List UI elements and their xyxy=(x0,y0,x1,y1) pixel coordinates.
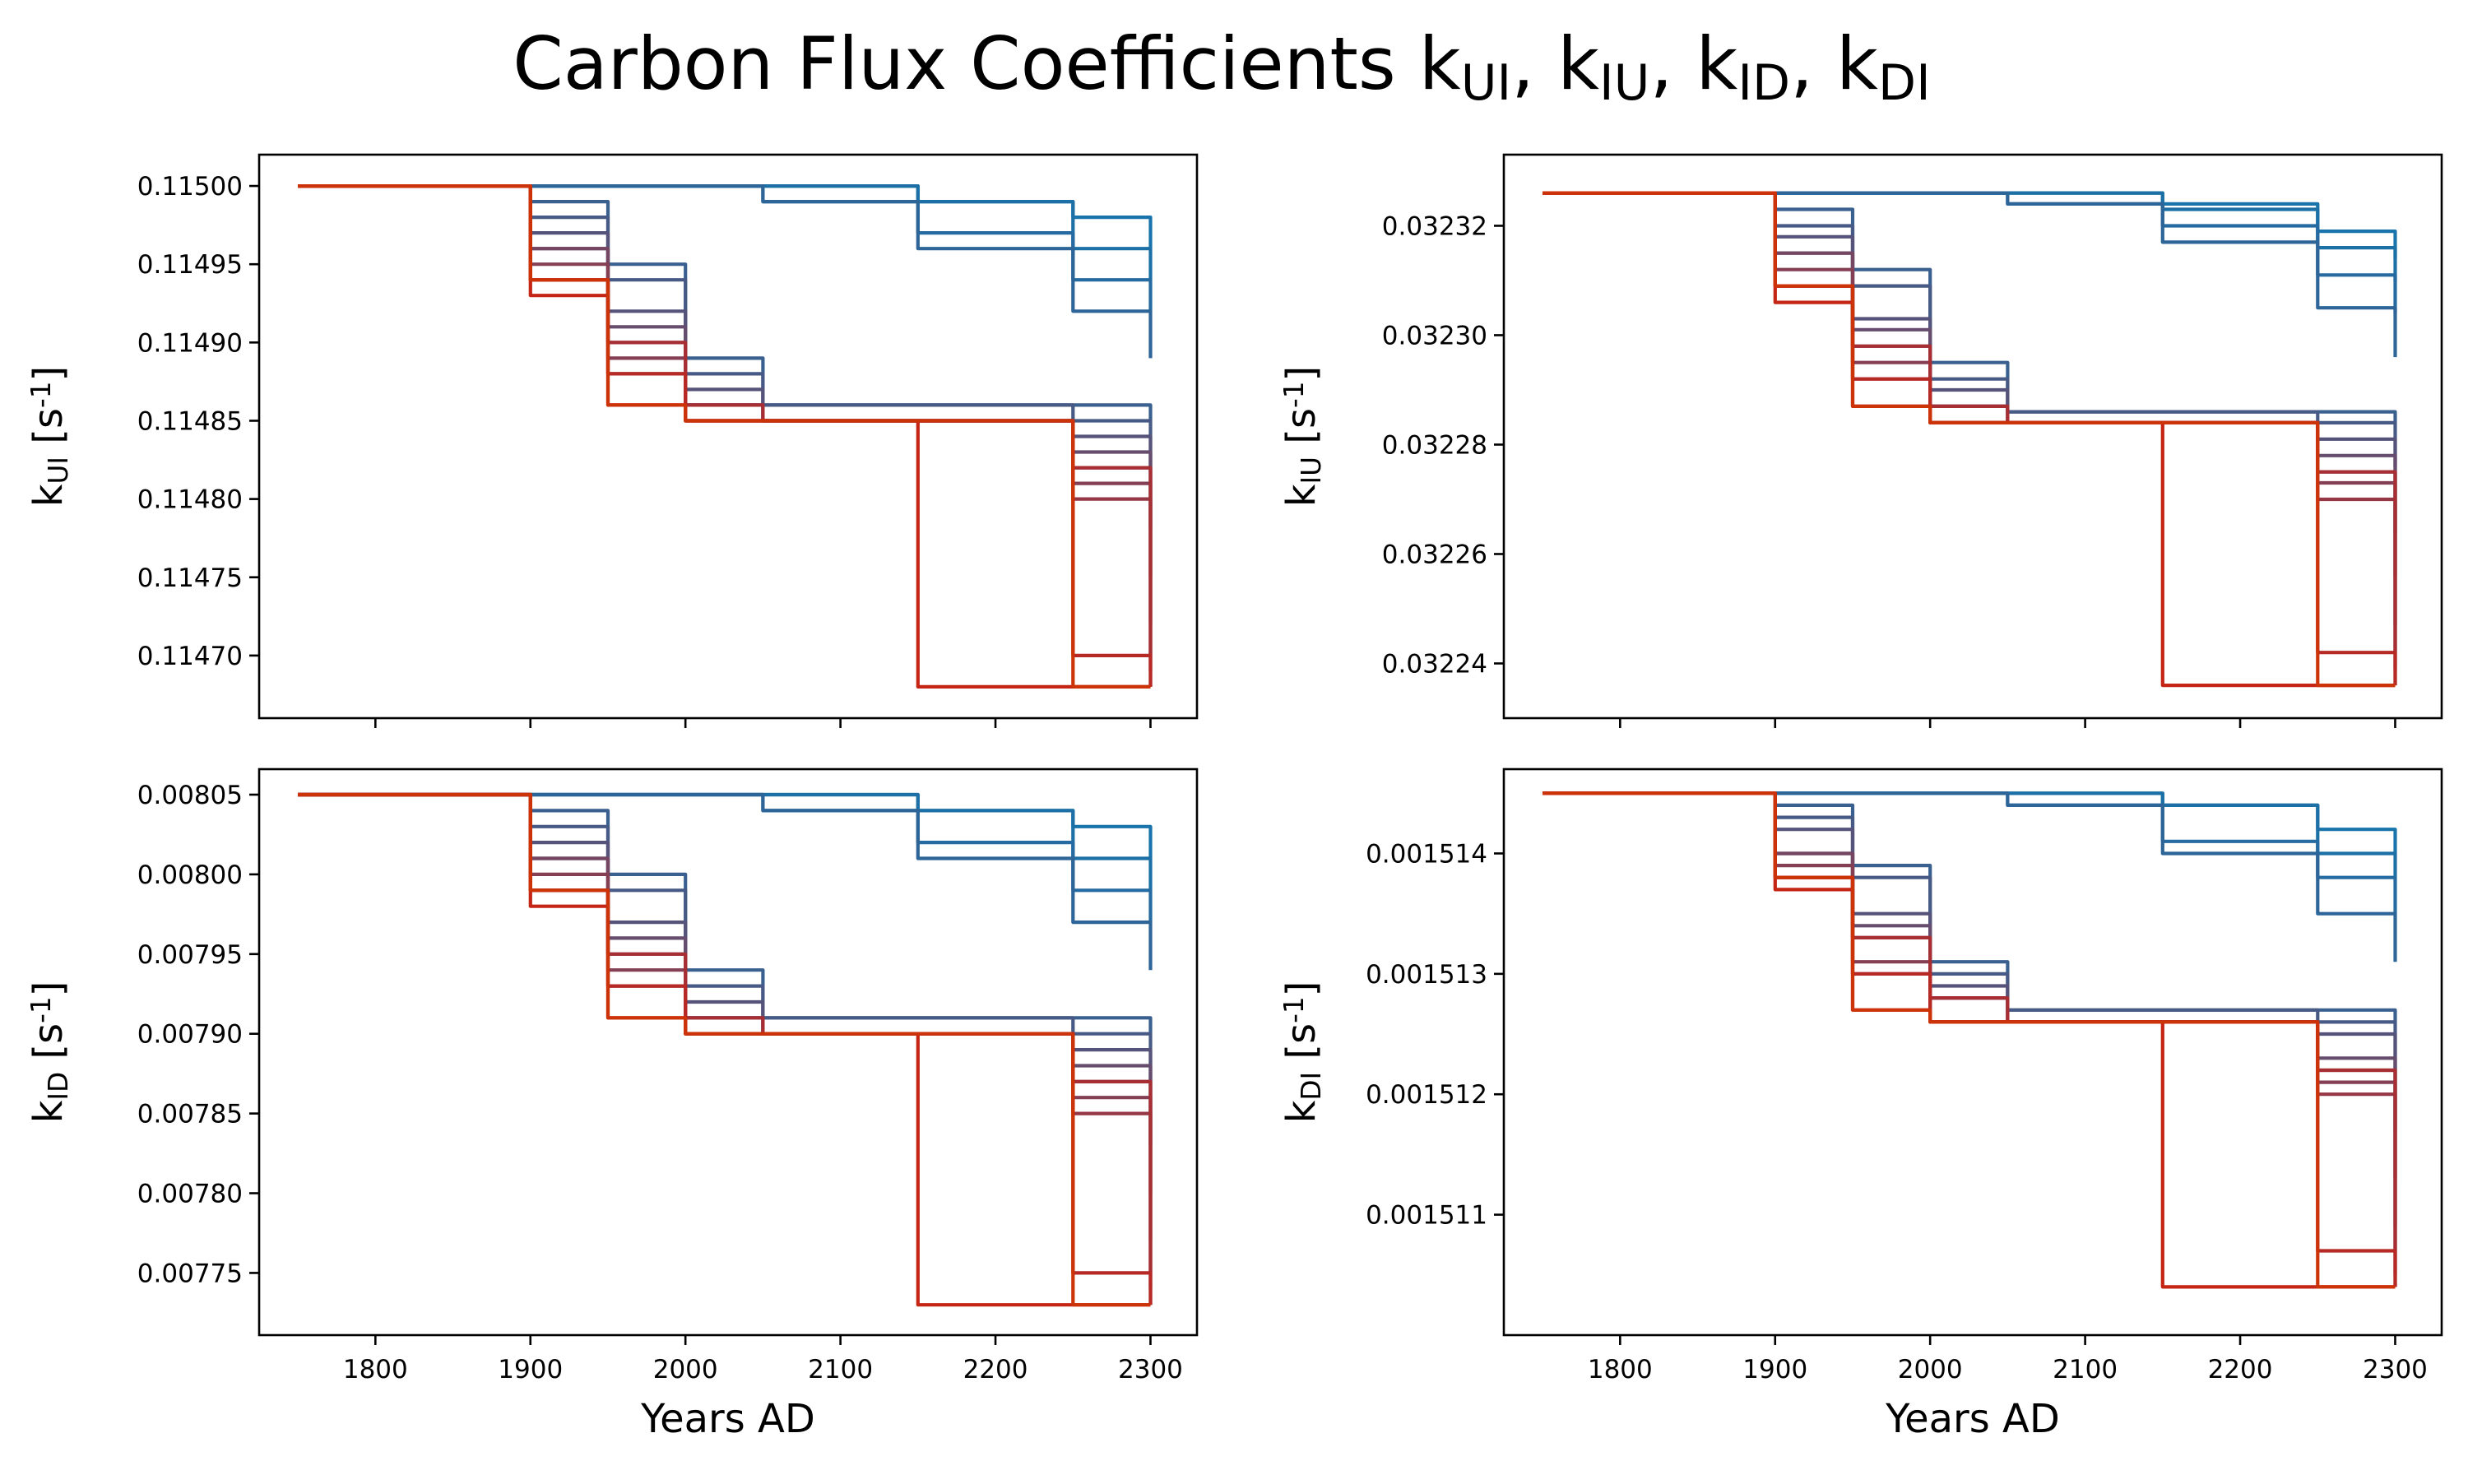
y-axis-label: kIU [s-1] xyxy=(1278,366,1327,508)
x-tick-label: 2000 xyxy=(653,1355,718,1384)
series-line-6 xyxy=(1542,791,2397,1070)
series-line-13 xyxy=(1542,791,2397,1287)
series-line-14 xyxy=(298,184,1151,689)
y-tick-label: 0.11475 xyxy=(137,563,243,593)
y-tick-label: 0.11470 xyxy=(137,642,243,671)
series-line-15 xyxy=(1542,191,2396,688)
y-tick-label: 0.00800 xyxy=(137,860,243,890)
x-tick-label: 2100 xyxy=(808,1355,873,1384)
y-tick-label: 0.11495 xyxy=(137,250,243,280)
y-tick-label: 0.00805 xyxy=(137,781,243,810)
x-tick-label: 1900 xyxy=(1742,1355,1807,1384)
y-tick-label: 0.00795 xyxy=(137,940,243,970)
subplot-k_UI: 0.11470 0.11475 0.11480 0.11485 0.11490 0.114… xyxy=(26,153,1199,728)
y-tick-label: 0.00785 xyxy=(137,1100,243,1129)
series-line-6 xyxy=(298,792,1153,1082)
x-axis-label: Years AD xyxy=(640,1396,815,1442)
y-tick-label: 0.001511 xyxy=(1366,1201,1487,1231)
y-axis-label: kDI [s-1] xyxy=(1278,981,1327,1124)
x-tick-label: 2200 xyxy=(2208,1355,2273,1384)
series-line-2 xyxy=(1542,191,2397,281)
series-line-1 xyxy=(298,184,1153,249)
subplot-k_IU: 0.03224 0.03226 0.03228 0.03230 0.03232 kIU [… xyxy=(1278,153,2443,728)
series-line-6 xyxy=(298,184,1153,468)
y-tick-label: 0.03232 xyxy=(1382,211,1487,241)
series-line-14 xyxy=(1542,191,2396,688)
series-line-1 xyxy=(298,792,1153,859)
series-line-11 xyxy=(298,184,1153,687)
series-line-14 xyxy=(1542,791,2396,1289)
subplot-k_DI: 1800 1900 2000 2100 2200 2300 0.001511 0.001512… xyxy=(1278,768,2443,1442)
y-tick-label: 0.001512 xyxy=(1366,1080,1487,1110)
y-tick-label: 0.03224 xyxy=(1382,649,1487,679)
series-line-4 xyxy=(1542,191,2397,358)
series-line-11 xyxy=(1542,791,2397,1287)
series-line-5 xyxy=(1542,791,2397,1023)
series-line-14 xyxy=(298,792,1151,1307)
y-axis-label: kUI [s-1] xyxy=(26,366,74,508)
x-tick-label: 2000 xyxy=(1898,1355,1963,1384)
series-line-10 xyxy=(298,184,1153,671)
y-tick-label: 0.11480 xyxy=(137,485,243,515)
series-line-15 xyxy=(1542,791,2396,1289)
series-line-8 xyxy=(1542,191,2397,577)
series-line-6 xyxy=(1542,191,2397,467)
series-line-11 xyxy=(298,792,1153,1305)
x-tick-label: 1900 xyxy=(498,1355,563,1384)
y-tick-label: 0.11500 xyxy=(137,172,243,202)
x-tick-label: 2200 xyxy=(963,1355,1028,1384)
series-line-15 xyxy=(298,184,1151,689)
series-line-13 xyxy=(298,792,1153,1305)
x-tick-label: 2100 xyxy=(2053,1355,2118,1384)
x-axis-label: Years AD xyxy=(1885,1396,2060,1442)
series-line-4 xyxy=(298,184,1153,359)
series-line-8 xyxy=(298,184,1153,577)
series-line-11 xyxy=(1542,191,2397,686)
series-line-13 xyxy=(1542,191,2397,686)
axes-frame xyxy=(1502,153,2443,720)
series-line-15 xyxy=(298,792,1151,1307)
y-tick-label: 0.001514 xyxy=(1366,839,1487,869)
x-tick-label: 1800 xyxy=(343,1355,408,1384)
y-tick-label: 0.11490 xyxy=(137,328,243,358)
x-tick-label: 2300 xyxy=(1118,1355,1183,1384)
series-line-10 xyxy=(1542,791,2397,1275)
figure-suptitle: Carbon Flux Coefficients kUI, kIU, kID, … xyxy=(513,21,1930,112)
series-line-5 xyxy=(298,792,1153,1034)
x-tick-label: 2300 xyxy=(2363,1355,2428,1384)
axes-frame xyxy=(257,768,1199,1337)
y-tick-label: 0.00790 xyxy=(137,1020,243,1050)
x-tick-label: 1800 xyxy=(1588,1355,1653,1384)
y-tick-label: 0.03230 xyxy=(1382,321,1487,350)
axes-frame xyxy=(1502,768,2443,1337)
series-line-10 xyxy=(298,792,1153,1289)
series-line-9 xyxy=(1542,191,2397,625)
series-line-1 xyxy=(1542,791,2397,854)
y-tick-label: 0.03228 xyxy=(1382,430,1487,460)
y-tick-label: 0.03226 xyxy=(1382,540,1487,569)
y-tick-label: 0.00780 xyxy=(137,1180,243,1209)
y-tick-label: 0.11485 xyxy=(137,406,243,436)
series-line-13 xyxy=(298,184,1153,687)
series-line-2 xyxy=(1542,791,2397,878)
series-line-4 xyxy=(298,792,1153,971)
y-tick-label: 0.001513 xyxy=(1366,960,1487,990)
axes-frame xyxy=(257,153,1199,720)
series-line-8 xyxy=(298,792,1153,1194)
series-line-10 xyxy=(1542,191,2397,670)
series-line-5 xyxy=(298,184,1153,421)
y-tick-label: 0.00775 xyxy=(137,1259,243,1288)
series-line-4 xyxy=(1542,791,2397,962)
subplot-k_ID: 1800 1900 2000 2100 2200 2300 0.00775 0.00780 0.… xyxy=(26,768,1199,1442)
y-axis-label: kID [s-1] xyxy=(26,981,74,1124)
